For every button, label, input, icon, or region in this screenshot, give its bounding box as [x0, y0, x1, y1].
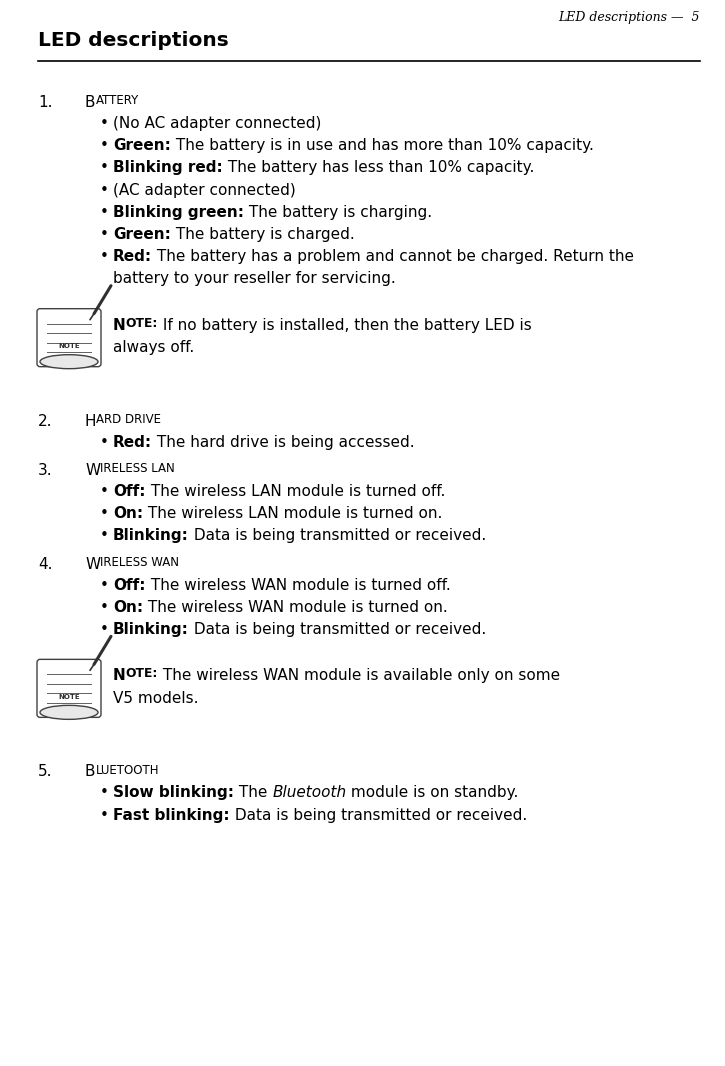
Text: LUETOOTH: LUETOOTH	[96, 764, 159, 777]
Text: •: •	[100, 139, 109, 154]
FancyBboxPatch shape	[37, 660, 101, 717]
Text: The wireless WAN module is turned on.: The wireless WAN module is turned on.	[143, 600, 448, 615]
Text: •: •	[100, 484, 109, 499]
FancyBboxPatch shape	[37, 309, 101, 367]
Text: NOTE: NOTE	[58, 343, 80, 350]
Text: Data is being transmitted or received.: Data is being transmitted or received.	[230, 808, 527, 823]
Text: Slow blinking:: Slow blinking:	[113, 786, 234, 801]
Text: Red:: Red:	[113, 435, 152, 450]
Text: •: •	[100, 249, 109, 264]
Text: Green:: Green:	[113, 139, 171, 154]
Text: •: •	[100, 227, 109, 242]
Text: Data is being transmitted or received.: Data is being transmitted or received.	[189, 623, 486, 637]
Text: •: •	[100, 529, 109, 544]
Text: ATTERY: ATTERY	[96, 95, 138, 108]
Text: 4.: 4.	[38, 556, 52, 571]
Text: OTE:: OTE:	[125, 667, 158, 680]
Ellipse shape	[40, 355, 98, 369]
Text: The hard drive is being accessed.: The hard drive is being accessed.	[152, 435, 415, 450]
Text: Bluetooth: Bluetooth	[273, 786, 347, 801]
Text: module is on standby.: module is on standby.	[347, 786, 519, 801]
Text: B: B	[85, 95, 96, 110]
Text: 3.: 3.	[38, 463, 53, 478]
Text: •: •	[100, 116, 109, 131]
Text: •: •	[100, 182, 109, 197]
Text: The: The	[234, 786, 273, 801]
Text: always off.: always off.	[113, 340, 194, 355]
Text: battery to your reseller for servicing.: battery to your reseller for servicing.	[113, 272, 396, 287]
Text: 2.: 2.	[38, 414, 52, 429]
Text: NOTE: NOTE	[58, 694, 80, 700]
Text: Fast blinking:: Fast blinking:	[113, 808, 230, 823]
Text: Data is being transmitted or received.: Data is being transmitted or received.	[189, 529, 486, 544]
Text: The battery has less than 10% capacity.: The battery has less than 10% capacity.	[223, 161, 534, 176]
Text: (AC adapter connected): (AC adapter connected)	[113, 182, 296, 197]
Text: If no battery is installed, then the battery LED is: If no battery is installed, then the bat…	[158, 318, 532, 333]
Text: •: •	[100, 600, 109, 615]
Text: 1.: 1.	[38, 95, 52, 110]
Text: On:: On:	[113, 506, 143, 521]
Text: The wireless WAN module is available only on some: The wireless WAN module is available onl…	[158, 668, 560, 683]
Text: (No AC adapter connected): (No AC adapter connected)	[113, 116, 321, 131]
Text: The wireless WAN module is turned off.: The wireless WAN module is turned off.	[146, 578, 450, 593]
Text: •: •	[100, 623, 109, 637]
Text: B: B	[85, 764, 96, 779]
Text: N: N	[113, 318, 125, 333]
Text: H: H	[85, 414, 96, 429]
Text: •: •	[100, 578, 109, 593]
Text: •: •	[100, 808, 109, 823]
Text: LED descriptions: LED descriptions	[38, 31, 229, 50]
Text: W: W	[85, 556, 100, 571]
Text: IRELESS WAN: IRELESS WAN	[100, 556, 179, 569]
Text: Blinking red:: Blinking red:	[113, 161, 223, 176]
Text: N: N	[113, 668, 125, 683]
Text: Red:: Red:	[113, 249, 152, 264]
Text: •: •	[100, 205, 109, 220]
Text: Green:: Green:	[113, 227, 171, 242]
Text: LED descriptions —  5: LED descriptions — 5	[558, 11, 700, 25]
Text: The battery is charging.: The battery is charging.	[244, 205, 432, 220]
Text: Blinking:: Blinking:	[113, 623, 189, 637]
Text: Blinking green:: Blinking green:	[113, 205, 244, 220]
Text: ARD DRIVE: ARD DRIVE	[96, 414, 162, 426]
Text: IRELESS LAN: IRELESS LAN	[100, 463, 175, 475]
Text: The wireless LAN module is turned on.: The wireless LAN module is turned on.	[143, 506, 442, 521]
Text: Blinking:: Blinking:	[113, 529, 189, 544]
Text: Off:: Off:	[113, 484, 146, 499]
Text: The battery is in use and has more than 10% capacity.: The battery is in use and has more than …	[171, 139, 594, 154]
Ellipse shape	[40, 706, 98, 720]
Text: •: •	[100, 435, 109, 450]
Text: 5.: 5.	[38, 764, 52, 779]
Text: The wireless LAN module is turned off.: The wireless LAN module is turned off.	[146, 484, 445, 499]
Text: •: •	[100, 786, 109, 801]
Text: W: W	[85, 463, 100, 478]
Text: The battery has a problem and cannot be charged. Return the: The battery has a problem and cannot be …	[152, 249, 634, 264]
Text: The battery is charged.: The battery is charged.	[171, 227, 355, 242]
Text: V5 models.: V5 models.	[113, 691, 199, 706]
Text: OTE:: OTE:	[125, 317, 158, 329]
Text: •: •	[100, 506, 109, 521]
Text: •: •	[100, 161, 109, 176]
Text: Off:: Off:	[113, 578, 146, 593]
Text: On:: On:	[113, 600, 143, 615]
